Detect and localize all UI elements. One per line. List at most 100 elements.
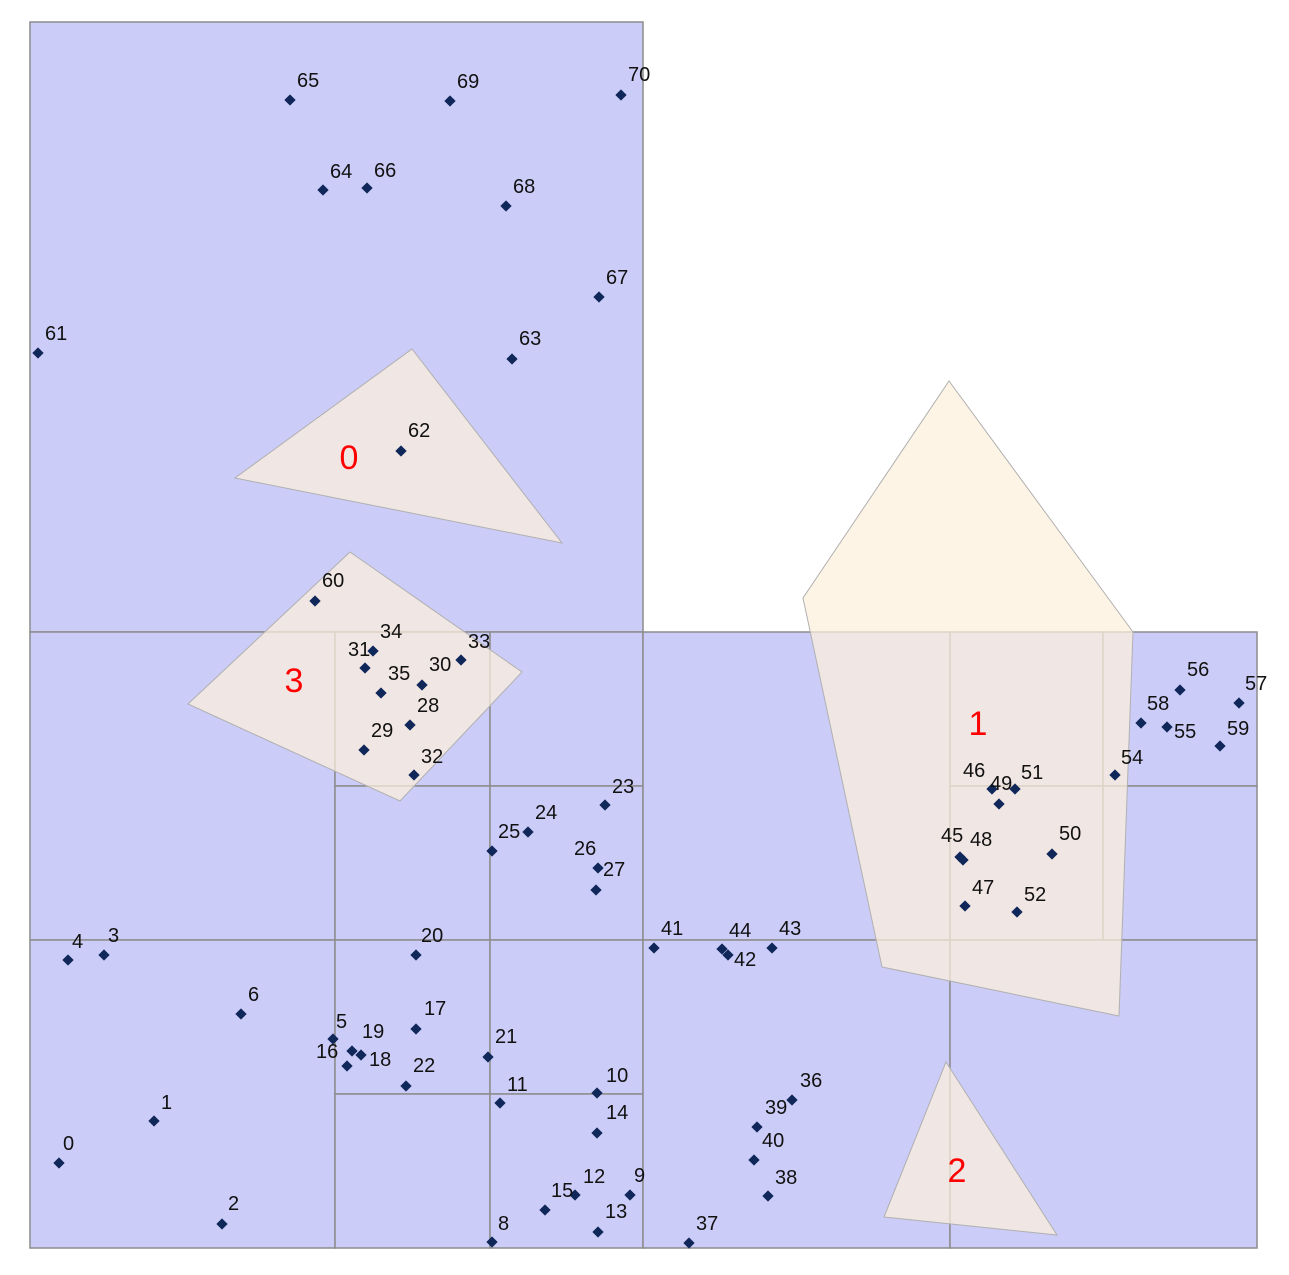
point-marker [539, 1204, 551, 1216]
point-label: 15 [551, 1180, 573, 1202]
point-label: 51 [1021, 762, 1043, 784]
point-marker [1009, 783, 1021, 795]
point-marker [766, 942, 778, 954]
point-marker [486, 845, 498, 857]
point-marker [959, 900, 971, 912]
point-marker [599, 799, 611, 811]
point-label: 68 [513, 176, 535, 198]
point-marker [367, 645, 379, 657]
point-marker [327, 1033, 339, 1045]
point-label: 42 [734, 949, 756, 971]
point-marker [486, 1236, 498, 1248]
point-label: 61 [45, 323, 67, 345]
grid-cell [489, 1093, 644, 1249]
point-label: 50 [1059, 823, 1081, 845]
point-marker [751, 1121, 763, 1133]
polygon-label: 3 [285, 662, 304, 700]
grid-cell [489, 785, 644, 941]
point-label: 43 [779, 918, 801, 940]
point-marker [648, 942, 660, 954]
point-marker [986, 783, 998, 795]
point-label: 66 [374, 160, 396, 182]
point-label: 64 [330, 161, 352, 183]
point-label: 17 [424, 998, 446, 1020]
point-marker [395, 445, 407, 457]
point-marker [591, 1087, 603, 1099]
point-marker [1046, 848, 1058, 860]
grid-cell [334, 939, 491, 1095]
point-marker [482, 1051, 494, 1063]
point-label: 49 [990, 773, 1012, 795]
point-label: 63 [519, 328, 541, 350]
point-marker [1233, 697, 1245, 709]
point-marker [1109, 769, 1121, 781]
point-marker [762, 1190, 774, 1202]
point-label: 37 [696, 1213, 718, 1235]
point-label: 27 [603, 859, 625, 881]
point-label: 36 [800, 1070, 822, 1092]
data-points: 0123456891011121314151617181920212223242… [32, 64, 1267, 1249]
point-label: 20 [421, 925, 443, 947]
point-marker [494, 1097, 506, 1109]
point-label: 5 [336, 1011, 347, 1033]
point-marker [993, 798, 1005, 810]
point-marker [309, 595, 321, 607]
point-label: 47 [972, 877, 994, 899]
point-marker [216, 1218, 228, 1230]
point-label: 10 [606, 1065, 628, 1087]
point-label: 14 [606, 1102, 628, 1124]
point-marker [317, 184, 329, 196]
point-label: 33 [468, 631, 490, 653]
point-marker [400, 1080, 412, 1092]
point-label: 58 [1147, 693, 1169, 715]
point-marker [1161, 721, 1173, 733]
grid-cell [1102, 785, 1258, 941]
point-label: 2 [228, 1193, 239, 1215]
point-label: 25 [498, 821, 520, 843]
point-marker [683, 1237, 695, 1249]
point-marker [455, 654, 467, 666]
point-marker [957, 854, 969, 866]
point-label: 1 [161, 1092, 172, 1114]
point-label: 54 [1121, 747, 1143, 769]
point-label: 9 [634, 1165, 645, 1187]
point-marker [53, 1157, 65, 1169]
point-label: 23 [612, 776, 634, 798]
point-label: 55 [1174, 721, 1196, 743]
point-label: 4 [72, 931, 83, 953]
point-label: 18 [369, 1049, 391, 1071]
point-marker [410, 949, 422, 961]
polygon-label: 1 [969, 705, 988, 743]
point-marker [1011, 906, 1023, 918]
point-marker [410, 1023, 422, 1035]
point-marker [341, 1060, 353, 1072]
point-label: 62 [408, 420, 430, 442]
point-label: 21 [495, 1026, 517, 1048]
point-marker [500, 200, 512, 212]
point-label: 3 [108, 925, 119, 947]
point-label: 70 [628, 64, 650, 86]
point-marker [361, 182, 373, 194]
query-polygon-2 [883, 1060, 1058, 1236]
grid-cell [334, 1093, 491, 1249]
point-label: 59 [1227, 718, 1249, 740]
point-marker [1174, 684, 1186, 696]
point-label: 19 [362, 1021, 384, 1043]
point-marker [416, 679, 428, 691]
point-label: 46 [963, 760, 985, 782]
point-label: 16 [316, 1041, 338, 1063]
point-label: 6 [248, 984, 259, 1006]
point-marker [1135, 717, 1147, 729]
point-label: 56 [1187, 659, 1209, 681]
point-label: 13 [605, 1201, 627, 1223]
point-marker [32, 347, 44, 359]
point-label: 22 [413, 1055, 435, 1077]
point-label: 34 [380, 621, 402, 643]
point-marker [592, 1226, 604, 1238]
point-marker [1214, 740, 1226, 752]
grid-cell [334, 785, 491, 941]
point-marker [591, 1127, 603, 1139]
point-marker [235, 1008, 247, 1020]
point-label: 31 [348, 639, 370, 661]
